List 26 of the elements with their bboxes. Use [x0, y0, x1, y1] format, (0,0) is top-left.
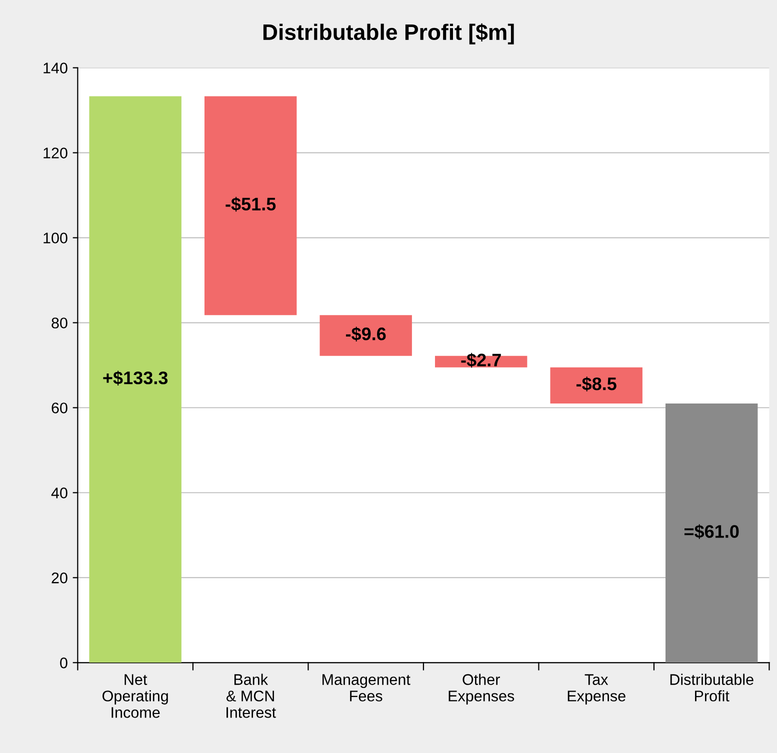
bar — [320, 315, 412, 356]
data-label: +$133.3 — [103, 370, 168, 386]
x-tick-label: Management Fees — [322, 674, 410, 702]
y-tick-label: 100 — [44, 232, 68, 244]
data-label: -$8.5 — [576, 376, 616, 392]
x-tick-label: Bank & MCN Interest — [226, 674, 276, 718]
y-tick-label: 60 — [52, 402, 68, 414]
data-label: -$2.7 — [461, 352, 501, 368]
bar — [89, 96, 182, 663]
bar — [204, 96, 297, 316]
x-tick-label: Tax Expense — [568, 674, 626, 704]
x-tick-label: Net Operating Income — [102, 674, 168, 718]
y-tick-label: 0 — [60, 658, 68, 668]
data-label: -$9.6 — [346, 326, 386, 342]
y-tick-label: 80 — [52, 318, 68, 328]
y-tick-label: 20 — [52, 572, 68, 584]
y-tick-label: 40 — [51, 488, 68, 498]
data-label: -$51.5 — [226, 196, 276, 212]
x-tick-label: Other Expenses — [448, 674, 514, 704]
y-tick-label: 120 — [44, 148, 68, 158]
bar — [666, 403, 758, 663]
x-tick-label: Distributable Profit — [670, 674, 754, 702]
chart-title: Distributable Profit [$m] — [263, 23, 514, 44]
y-tick-label: 140 — [44, 62, 68, 74]
bar — [550, 367, 642, 404]
data-label: =$61.0 — [684, 524, 739, 540]
